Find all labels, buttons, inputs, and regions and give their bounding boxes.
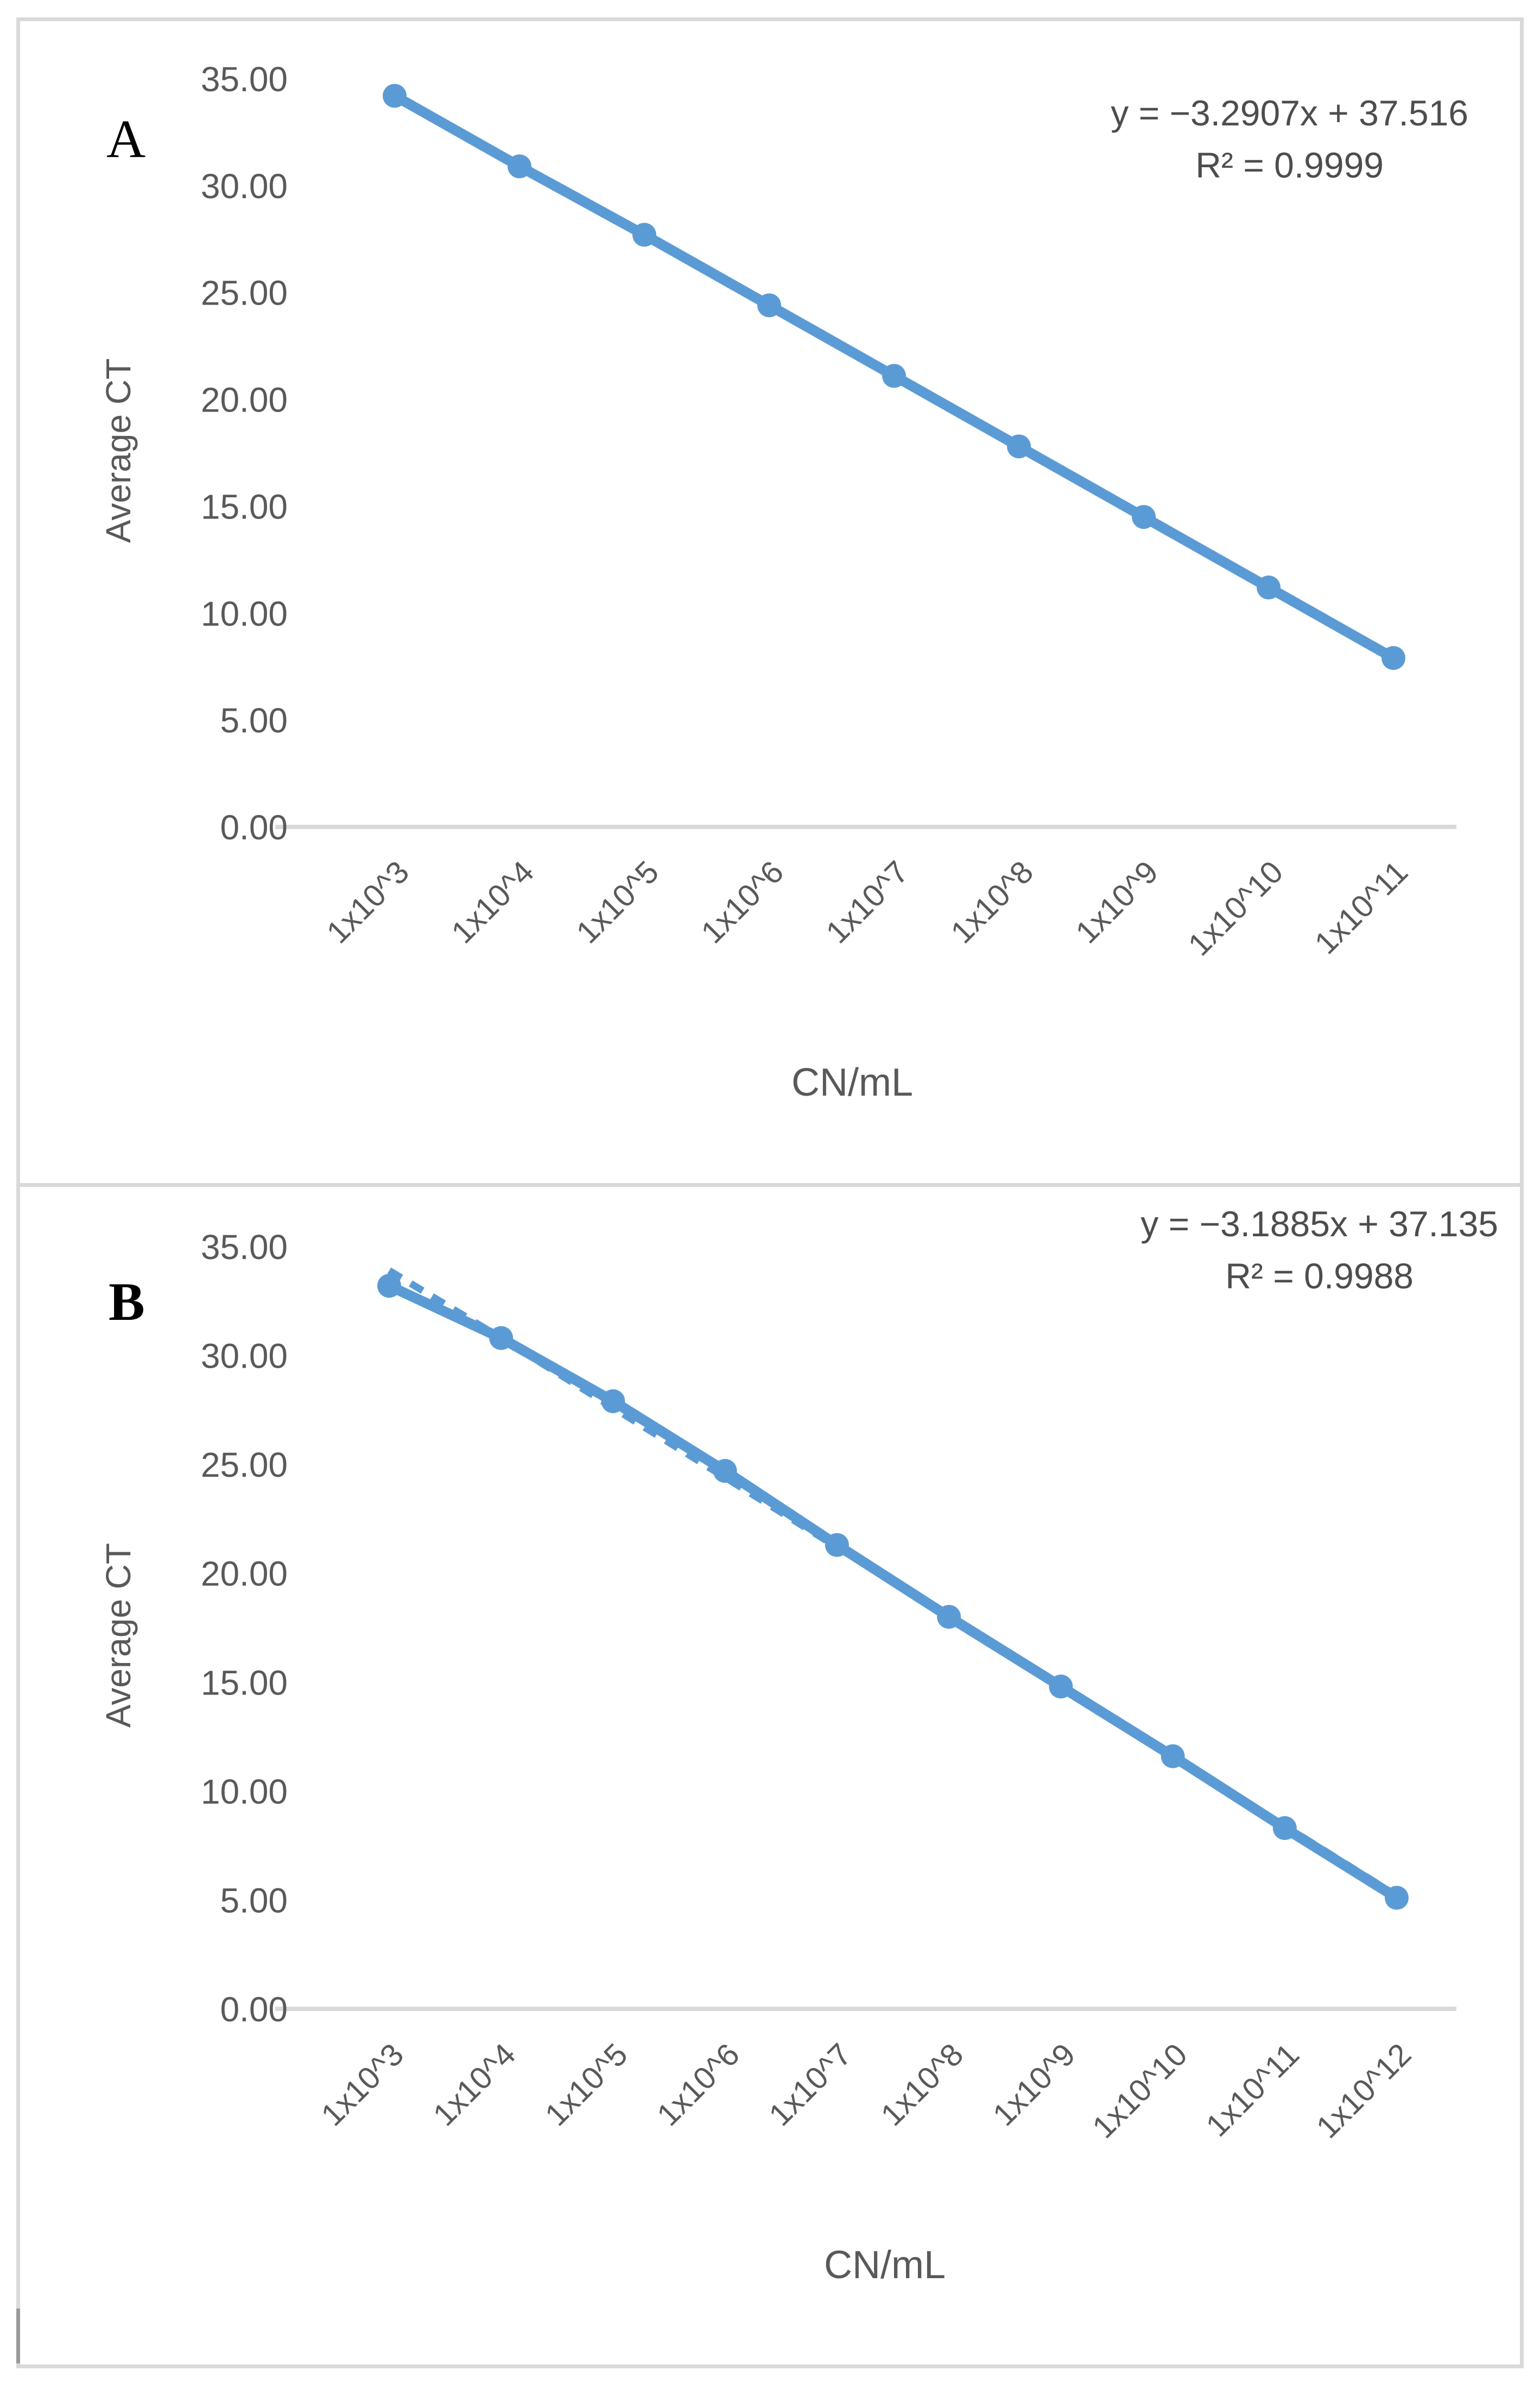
y-tick-label: 5.00 xyxy=(220,701,288,740)
data-point-marker xyxy=(1381,646,1405,670)
y-tick-label: 10.00 xyxy=(201,594,288,633)
data-point-marker xyxy=(1132,505,1156,529)
y-tick-label: 30.00 xyxy=(201,167,288,206)
data-point-marker xyxy=(882,364,906,388)
data-point-marker xyxy=(377,1274,401,1298)
y-tick-label: 15.00 xyxy=(201,1663,288,1702)
y-axis-title: Average CT xyxy=(99,358,138,543)
panel-a-equation-block: y = −3.2907x + 37.516 R² = 0.9999 xyxy=(1111,87,1468,191)
y-tick-label: 5.00 xyxy=(220,1881,288,1920)
data-point-marker xyxy=(1161,1744,1185,1768)
x-tick-label: 1x10^8 xyxy=(874,2037,970,2133)
data-point-marker xyxy=(713,1459,737,1483)
y-tick-label: 10.00 xyxy=(201,1772,288,1811)
y-tick-label: 25.00 xyxy=(201,274,288,313)
data-point-marker xyxy=(383,84,407,108)
y-tick-label: 35.00 xyxy=(201,1228,288,1267)
data-point-marker xyxy=(1272,1816,1297,1841)
x-axis-title: CN/mL xyxy=(791,1061,913,1104)
chart-b-plot: 35.00 30.00 25.00 20.00 15.00 10.00 5.00 0.00 1x… xyxy=(99,1228,1456,2287)
data-point-marker xyxy=(825,1533,849,1557)
panel-b-label: B xyxy=(109,1272,145,1332)
y-tick-label: 20.00 xyxy=(201,381,288,420)
y-tick-label: 0.00 xyxy=(220,1990,288,2029)
x-tick-label: 1x10^9 xyxy=(986,2037,1082,2133)
x-tick-label: 1x10^9 xyxy=(1069,854,1165,950)
y-tick-label: 20.00 xyxy=(201,1554,288,1594)
data-point-marker xyxy=(1049,1674,1073,1699)
x-tick-label: 1x10^5 xyxy=(538,2037,635,2133)
panel-b-r-squared: R² = 0.9988 xyxy=(1225,1256,1414,1296)
data-point-marker xyxy=(757,293,781,318)
data-point-marker xyxy=(1007,434,1031,459)
x-tick-label: 1x10^4 xyxy=(426,2037,522,2133)
x-tick-label: 1x10^7 xyxy=(819,854,915,950)
x-tick-label: 1x10^7 xyxy=(762,2037,858,2133)
x-tick-label: 1x10^8 xyxy=(944,854,1040,950)
data-point-marker xyxy=(632,223,656,247)
chart-a-plot: 35.00 30.00 25.00 20.00 15.00 10.00 5.00 0.00 1x… xyxy=(99,60,1456,1104)
x-tick-label: 1x10^10 xyxy=(1181,854,1290,963)
x-tick-label: 1x10^4 xyxy=(445,854,541,950)
y-axis-title: Average CT xyxy=(99,1543,138,1728)
data-point-marker xyxy=(508,154,531,179)
x-tick-label: 1x10^10 xyxy=(1086,2037,1194,2145)
data-point-marker xyxy=(489,1326,514,1350)
panel-a-r-squared: R² = 0.9999 xyxy=(1195,145,1384,185)
y-tick-label: 0.00 xyxy=(220,808,288,847)
x-axis-title: CN/mL xyxy=(824,2243,946,2287)
panel-a-label: A xyxy=(106,109,146,169)
x-tick-label: 1x10^11 xyxy=(1308,854,1415,961)
panel-a-equation: y = −3.2907x + 37.516 xyxy=(1111,93,1468,133)
y-tick-label: 30.00 xyxy=(201,1337,288,1376)
x-tick-label: 1x10^5 xyxy=(569,854,666,950)
data-point-marker xyxy=(1257,576,1281,600)
data-point-marker xyxy=(1385,1886,1409,1910)
x-tick-label: 1x10^3 xyxy=(314,2037,410,2133)
y-tick-label: 35.00 xyxy=(201,60,288,99)
x-tick-label: 1x10^3 xyxy=(320,854,416,950)
x-tick-label: 1x10^11 xyxy=(1199,2037,1306,2144)
left-border-dark-segment xyxy=(16,2309,20,2363)
panel-b-equation: y = −3.1885x + 37.135 xyxy=(1140,1204,1498,1244)
panel-divider-line xyxy=(20,1183,1520,1187)
series-line xyxy=(384,1280,1402,1903)
y-tick-label: 15.00 xyxy=(201,487,288,526)
y-tick-label: 25.00 xyxy=(201,1445,288,1484)
x-tick-label: 1x10^12 xyxy=(1309,2037,1418,2145)
figure-border-frame xyxy=(16,17,1524,2368)
data-point-marker xyxy=(937,1604,961,1629)
x-tick-label: 1x10^6 xyxy=(650,2037,746,2133)
panel-b-equation-block: y = −3.1885x + 37.135 R² = 0.9988 xyxy=(1140,1198,1498,1302)
data-point-marker xyxy=(601,1389,625,1413)
x-tick-label: 1x10^6 xyxy=(694,854,790,950)
